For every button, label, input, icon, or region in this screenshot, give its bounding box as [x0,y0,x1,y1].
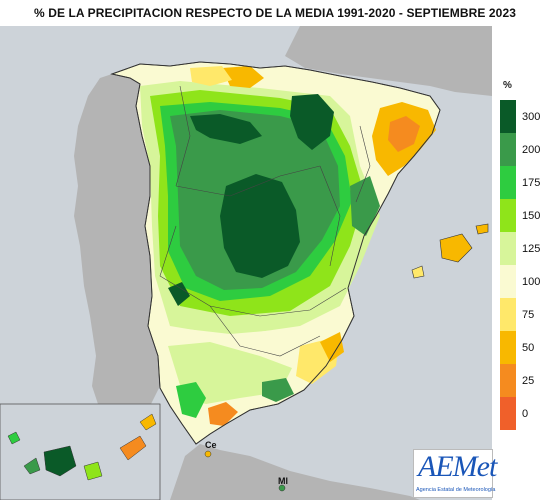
legend-tick-label: 100 [522,275,541,288]
france-land [285,26,492,96]
legend-swatch [500,199,516,232]
legend-swatch [500,331,516,364]
africa-land [170,444,420,500]
zone-175-granada [262,378,294,402]
legend-swatch [500,166,516,199]
border-line [175,85,191,187]
border-line [159,225,347,317]
zone-50-murcia [320,332,344,362]
zone-25-malaga [208,402,238,426]
ibiza [411,265,425,279]
melilla-label: Ml [278,476,288,486]
portugal-land [74,74,160,414]
island [23,457,41,475]
ceuta-dot [204,450,212,458]
island [119,435,147,461]
zone-0-catalonia [388,116,420,152]
island [7,431,21,445]
canary-islands [7,413,157,481]
legend-swatch [500,265,516,298]
legend-tick-label: 175 [522,176,541,189]
legend-tick-label: 200 [522,143,541,156]
spain-outline [110,61,441,445]
zone-175-south [176,382,206,418]
regional-borders [159,85,371,357]
border-line [319,165,341,267]
legend-swatch [500,232,516,265]
legend-tick-label: 25 [522,374,535,387]
legend-tick-label: 75 [522,308,535,321]
legend-unit: % [503,80,512,91]
legend-tick-label: 150 [522,209,541,222]
precip-zones [140,66,436,426]
legend: 300 200 175 150 125 100 75 50 25 0 [500,100,548,440]
legend-swatch [500,397,516,430]
border-line [355,125,371,203]
mallorca [439,233,473,263]
legend-tick-label: 0 [522,407,529,420]
map-title: % DE LA PRECIPITACION RESPECTO DE LA MED… [33,6,516,20]
legend-swatch [500,364,516,397]
legend-swatch [500,133,516,166]
island [139,413,157,431]
aemet-logo: AEMet Agencia Estatal de Meteorología [413,449,497,498]
aemet-logo-subtitle: Agencia Estatal de Meteorología [416,487,496,493]
aemet-logo-wordmark: AEMet [418,450,497,483]
menorca [475,223,489,235]
zone-75-north [190,66,232,86]
border-line [209,305,321,357]
zone-300-east [290,94,334,150]
zone-50-north [222,66,264,88]
island [83,461,103,481]
legend-tick-label: 125 [522,242,541,255]
precipitation-map [0,26,492,500]
zone-300-center [220,174,300,278]
zone-300-west [168,282,190,306]
legend-tick-label: 300 [522,110,541,123]
legend-tick-label: 50 [522,341,535,354]
island [43,445,77,477]
ceuta-label: Ce [205,440,217,450]
melilla-dot [278,484,286,492]
zone-300-north [190,114,262,144]
border-line [175,165,321,197]
legend-swatch [500,298,516,331]
legend-swatch [500,100,516,133]
